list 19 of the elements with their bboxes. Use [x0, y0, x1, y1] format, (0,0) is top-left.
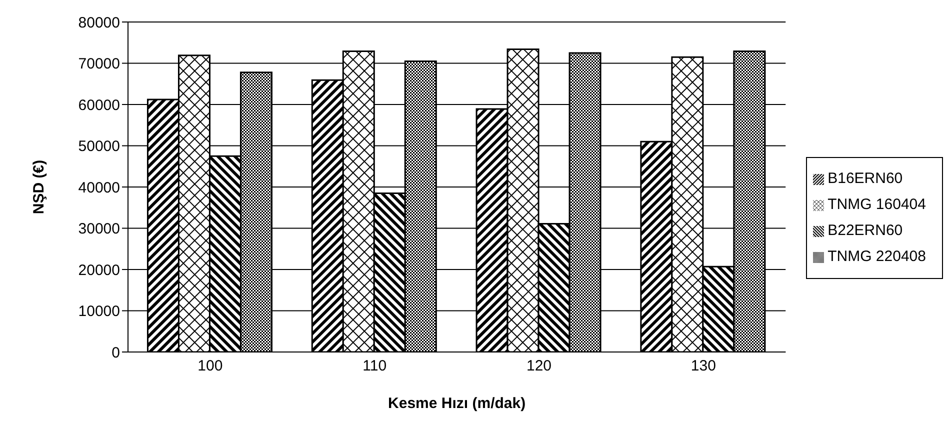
y-tick-label: 80000 — [78, 14, 120, 32]
x-tick-label: 120 — [526, 358, 552, 375]
x-tick-label: 130 — [690, 358, 716, 375]
y-tick-label: 30000 — [78, 220, 120, 238]
x-tick-label: 110 — [362, 358, 387, 375]
y-tick-label: 20000 — [78, 262, 120, 279]
legend-label: B22ERN60 — [828, 222, 903, 239]
x-axis-title: Kesme Hızı (m/dak) — [388, 395, 526, 412]
y-tick-label: 40000 — [78, 179, 120, 196]
legend-label: TNMG 160404 — [828, 196, 926, 213]
y-tick-label: 0 — [112, 344, 120, 362]
legend-label: B16ERN60 — [828, 170, 903, 187]
x-tick-label: 100 — [198, 358, 223, 375]
y-tick-label: 70000 — [78, 56, 120, 73]
y-tick-label: 10000 — [78, 303, 120, 320]
y-tick-label: 60000 — [78, 96, 120, 114]
legend-label: TNMG 220408 — [828, 248, 926, 265]
y-tick-label: 50000 — [78, 138, 120, 156]
y-axis-title: NŞD (€) — [30, 160, 48, 214]
